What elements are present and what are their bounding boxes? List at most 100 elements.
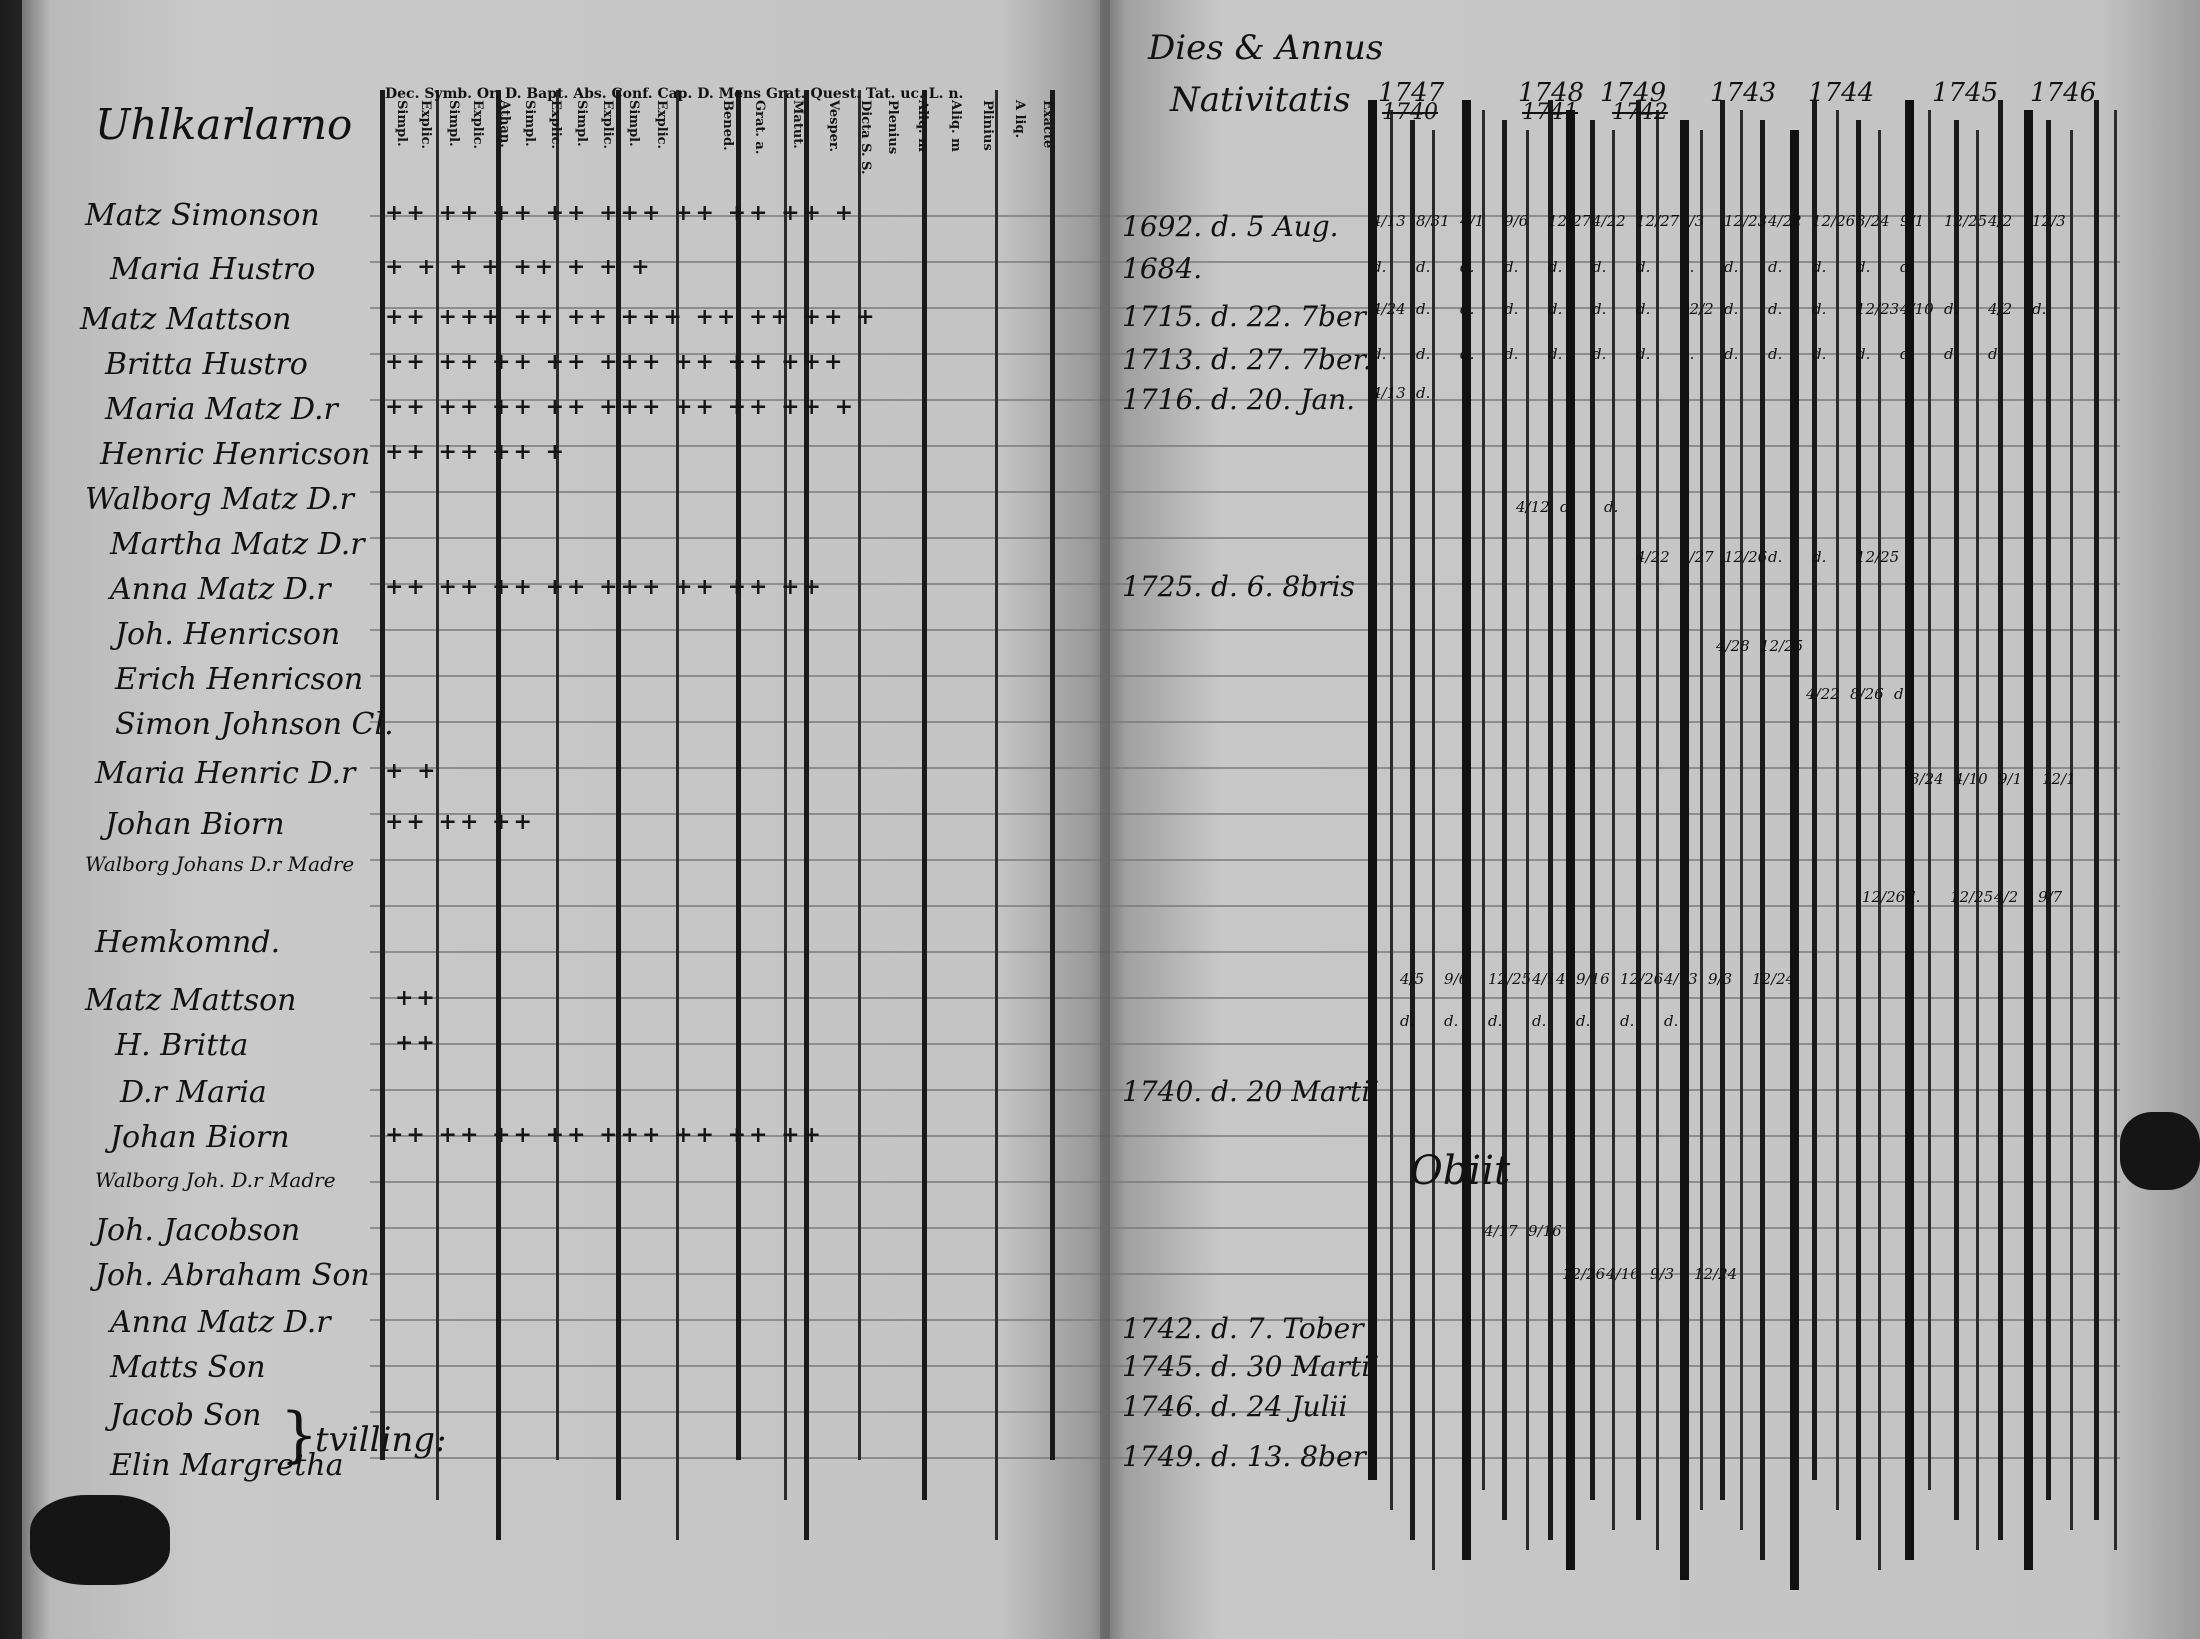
- birth-date: 1746. d. 24 Julii: [1122, 1390, 1348, 1423]
- row-rule: [370, 1227, 2120, 1229]
- entry-cell: 12/25: [1488, 970, 1532, 988]
- year-header: 1744: [1808, 78, 1875, 108]
- entry-cell: 9/27: [1680, 548, 1714, 566]
- year-column-rule: [1720, 100, 1725, 1500]
- year-column-rule: [1812, 100, 1817, 1480]
- entry-cell: 4/12: [1516, 498, 1550, 516]
- entry-cell: 4/10: [1900, 300, 1934, 318]
- entry-cell: d.: [1416, 384, 1431, 402]
- entry-cell: d.: [1444, 1012, 1459, 1030]
- year-column-rule: [2094, 100, 2099, 1520]
- row-rule: [370, 813, 2120, 815]
- column-header: Plinius: [980, 100, 995, 151]
- birth-date: 1742. d. 7. Tober: [1122, 1312, 1364, 1345]
- entry-cell: 12/24: [1694, 1265, 1738, 1283]
- row-name: Walborg Matz D.r: [85, 482, 354, 517]
- birth-date: 1716. d. 20. Jan.: [1122, 383, 1356, 416]
- row-rule: [370, 767, 2120, 769]
- year-column-rule: [1905, 100, 1914, 1560]
- year-column-rule: [1928, 110, 1931, 1490]
- entry-cell: 9/6: [1504, 212, 1529, 230]
- entry-cell: d.: [1944, 345, 1959, 363]
- year-column-rule: [1954, 120, 1959, 1520]
- row-name: Henric Henricson: [100, 437, 371, 472]
- row-name: Joh. Henricson: [115, 617, 341, 652]
- entry-cell: 9/16: [1576, 970, 1610, 988]
- entry-cell: 12/3: [2032, 212, 2066, 230]
- row-rule: [370, 1319, 2120, 1321]
- entry-cell: 4/13: [1664, 970, 1698, 988]
- entry-cell: 4/14: [1532, 970, 1566, 988]
- entry-cell: d.: [1724, 300, 1739, 318]
- column-header: Simpl.: [574, 100, 589, 147]
- entry-cell: d.: [1592, 345, 1607, 363]
- entry-cell: 4/2: [1988, 300, 2013, 318]
- entry-cell: d.: [1812, 345, 1827, 363]
- row-rule: [370, 859, 2120, 861]
- entry-cell: d.: [1560, 498, 1575, 516]
- entry-cell: d.: [1576, 1012, 1591, 1030]
- row-name: Johan Biorn: [105, 807, 285, 842]
- column-rule: [676, 90, 679, 1540]
- entry-cell: d.: [1532, 1012, 1547, 1030]
- entry-cell: d.: [1768, 258, 1783, 276]
- entry-cell: d.: [1592, 258, 1607, 276]
- column-header: Matut.: [790, 100, 805, 149]
- entry-cell: d.: [1768, 300, 1783, 318]
- row-rule: [370, 905, 2120, 907]
- year-column-rule: [2024, 110, 2033, 1570]
- row-name: Matz Mattson: [80, 302, 292, 337]
- year-column-rule: [1998, 100, 2003, 1540]
- row-name: Simon Johnson Cl.: [115, 707, 394, 742]
- row-rule: [370, 1089, 2120, 1091]
- entry-cell: d.: [1906, 888, 1921, 906]
- right-page-heading-1: Dies & Annus: [1148, 28, 1384, 68]
- entry-cell: d.: [1856, 345, 1871, 363]
- entry-cell: 12/25: [1944, 212, 1988, 230]
- row-marks: ++ ++ ++ +: [385, 439, 568, 465]
- entry-cell: d.: [1944, 300, 1959, 318]
- entry-cell: 4/10: [1954, 770, 1988, 788]
- row-name: Walborg Johans D.r Madre: [85, 852, 355, 876]
- year-header: 1746: [2030, 78, 2097, 108]
- year-column-rule: [1856, 120, 1861, 1540]
- row-name: D.r Maria: [120, 1075, 267, 1110]
- year-column-rule: [1656, 110, 1659, 1550]
- year-column-rule: [1680, 120, 1689, 1580]
- entry-cell: 12/25: [1760, 637, 1804, 655]
- entry-cell: d.: [1900, 345, 1915, 363]
- entry-cell: 12/26: [1862, 888, 1906, 906]
- column-header: Explic.: [548, 100, 563, 150]
- brace: }: [280, 1400, 319, 1470]
- row-rule: [370, 1273, 2120, 1275]
- entry-cell: d.: [1988, 345, 2003, 363]
- entry-cell: d.: [1812, 258, 1827, 276]
- gutter-shadow: [1100, 0, 1110, 1639]
- row-name: Jacob Son: [110, 1398, 262, 1433]
- year-column-rule: [1590, 120, 1595, 1500]
- row-name: Anna Matz D.r: [110, 572, 331, 607]
- row-marks: ++ ++ ++ ++ +++ ++ ++ ++: [385, 1122, 824, 1148]
- entry-cell: 4/22: [1636, 548, 1670, 566]
- year-column-rule: [1760, 120, 1765, 1560]
- entry-cell: d.: [1488, 1012, 1503, 1030]
- year-column-rule: [2046, 120, 2051, 1500]
- entry-cell: 9/1: [1900, 212, 1925, 230]
- column-rule: [736, 90, 741, 1460]
- column-rule: [804, 90, 809, 1540]
- column-header: Aliq. m: [948, 100, 963, 152]
- row-rule: [370, 1365, 2120, 1367]
- row-rule: [370, 583, 2120, 585]
- entry-cell: 12/24: [1752, 970, 1796, 988]
- year-column-rule: [1482, 110, 1485, 1490]
- row-rule: [370, 491, 2120, 493]
- birth-date: 1745. d. 30 Martii: [1122, 1350, 1380, 1383]
- row-name: Johan Biorn: [110, 1120, 290, 1155]
- entry-cell: d.: [1620, 1012, 1635, 1030]
- entry-cell: d.: [1504, 345, 1519, 363]
- entry-cell: d.: [1548, 345, 1563, 363]
- row-name: Anna Matz D.r: [110, 1305, 331, 1340]
- entry-cell: d.: [1768, 548, 1783, 566]
- column-rule: [922, 90, 927, 1500]
- year-column-rule: [1636, 100, 1641, 1520]
